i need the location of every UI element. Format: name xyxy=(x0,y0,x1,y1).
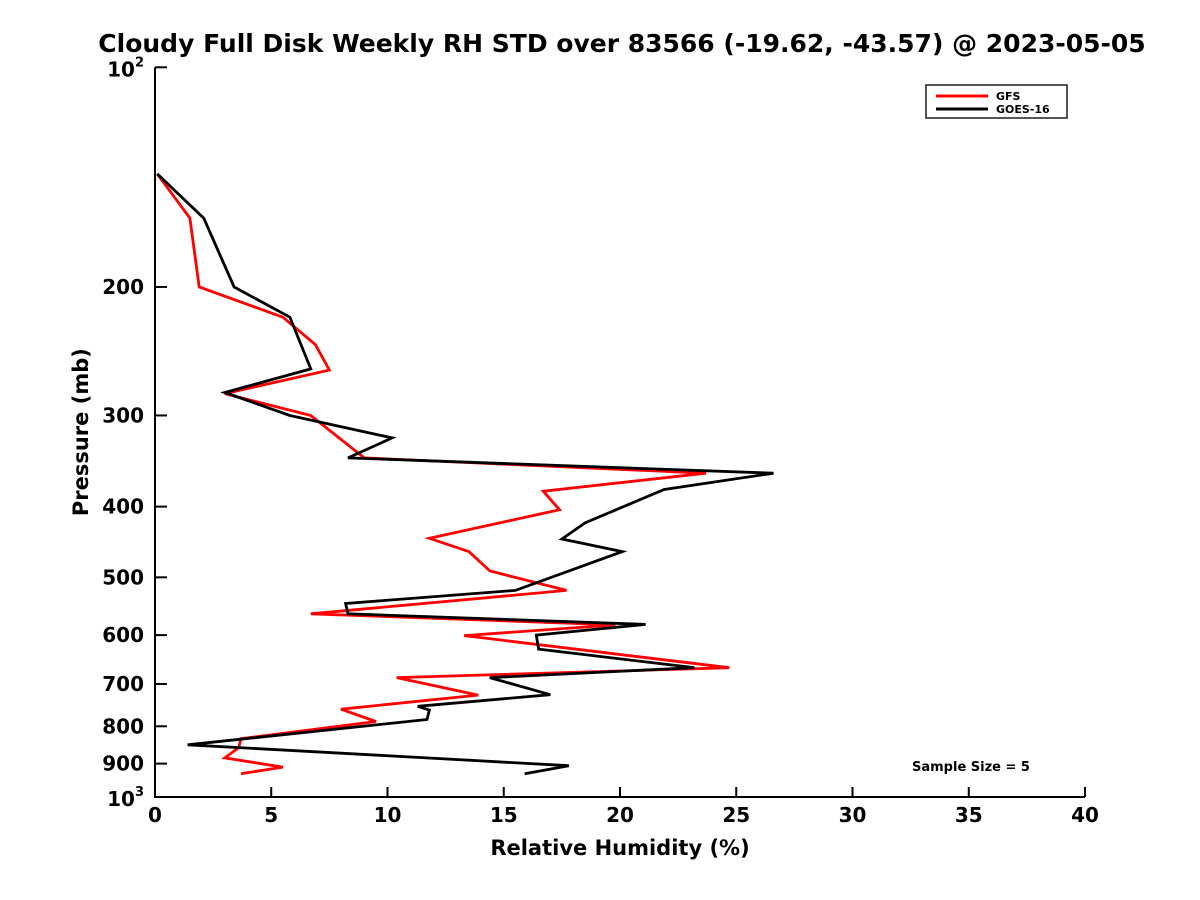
series-line-gfs xyxy=(156,173,730,776)
series-line-goes-16 xyxy=(156,172,774,776)
y-tick-label: 900 xyxy=(102,752,144,776)
x-tick-label: 0 xyxy=(148,803,162,827)
y-tick-label: 400 xyxy=(102,495,144,519)
x-tick-label: 40 xyxy=(1071,803,1099,827)
y-tick-label: 700 xyxy=(102,672,144,696)
y-tick-label-exp: 102 xyxy=(107,55,144,81)
x-tick-label: 25 xyxy=(722,803,750,827)
chart-title: Cloudy Full Disk Weekly RH STD over 8356… xyxy=(98,29,1145,58)
x-axis-label: Relative Humidity (%) xyxy=(490,836,749,860)
legend-box xyxy=(925,84,1068,119)
x-tick-label: 20 xyxy=(606,803,634,827)
legend-label: GFS xyxy=(996,90,1021,103)
sample-size-annotation: Sample Size = 5 xyxy=(912,760,1030,775)
y-tick-label: 200 xyxy=(102,275,144,299)
y-tick-label: 300 xyxy=(102,403,144,427)
legend-label: GOES-16 xyxy=(996,103,1050,116)
x-tick-label: 35 xyxy=(955,803,983,827)
y-tick-label: 800 xyxy=(102,714,144,738)
y-tick-label-exp: 103 xyxy=(107,785,144,811)
x-tick-label: 15 xyxy=(490,803,518,827)
x-tick-label: 5 xyxy=(264,803,278,827)
y-axis-label: Pressure (mb) xyxy=(69,348,93,516)
y-tick-label: 600 xyxy=(102,623,144,647)
x-tick-label: 10 xyxy=(374,803,402,827)
y-tick-label: 500 xyxy=(102,565,144,589)
x-tick-label: 30 xyxy=(839,803,867,827)
